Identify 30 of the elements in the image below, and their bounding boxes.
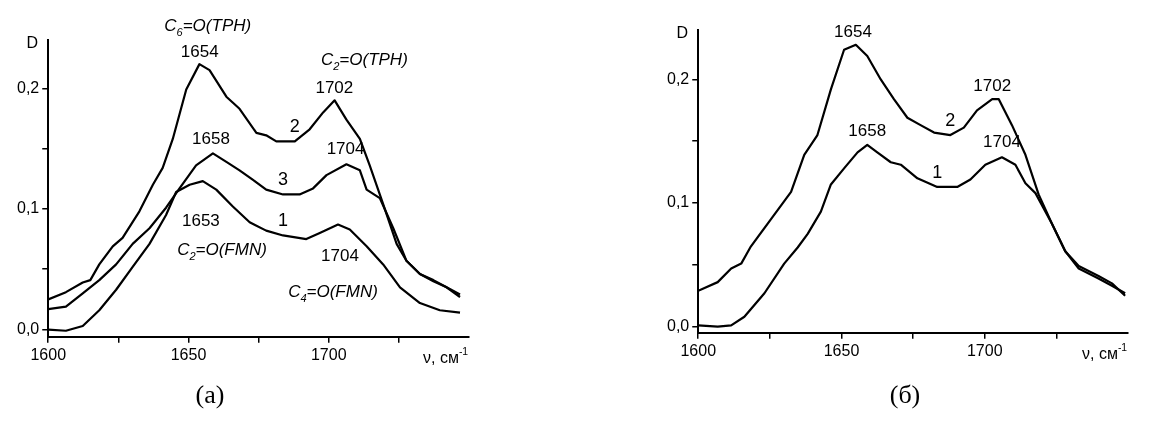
y-tick-label: 0,0 xyxy=(16,319,40,337)
x-tick-label: 1700 xyxy=(310,345,347,363)
y-tick-label: 0,0 xyxy=(666,317,690,335)
annotation: 1658 xyxy=(848,120,887,140)
y-tick-label: 0,2 xyxy=(666,69,690,87)
y-tick-label: 0,1 xyxy=(666,193,690,211)
x-tick-label: 1700 xyxy=(966,341,1003,359)
text: (a) xyxy=(194,380,226,410)
x-tick-label: 1600 xyxy=(680,341,717,359)
text: (б) xyxy=(888,380,922,410)
annotation: 1654 xyxy=(834,21,872,41)
y-axis-title: D xyxy=(26,34,39,52)
annotation: 1653 xyxy=(182,210,220,230)
x-tick-label: 1600 xyxy=(30,345,67,363)
series-label: 2 xyxy=(289,116,300,137)
series-label: 3 xyxy=(278,169,289,190)
series-label: 2 xyxy=(945,110,956,131)
x-tick-label: 1650 xyxy=(823,341,860,359)
y-tick-label: 0,1 xyxy=(16,199,40,217)
x-tick-label: 1650 xyxy=(170,345,207,363)
y-axis-title: D xyxy=(676,24,689,42)
annotation: 1704 xyxy=(326,138,365,158)
annotation: 1702 xyxy=(973,75,1012,95)
series-label: 1 xyxy=(932,161,943,182)
annotation: 1702 xyxy=(315,78,354,98)
annotation: 1654 xyxy=(180,41,219,61)
annotation: 1704 xyxy=(321,246,359,266)
annotation: 1658 xyxy=(192,129,230,149)
series-label: 1 xyxy=(278,210,289,231)
y-tick-label: 0,2 xyxy=(16,78,40,96)
